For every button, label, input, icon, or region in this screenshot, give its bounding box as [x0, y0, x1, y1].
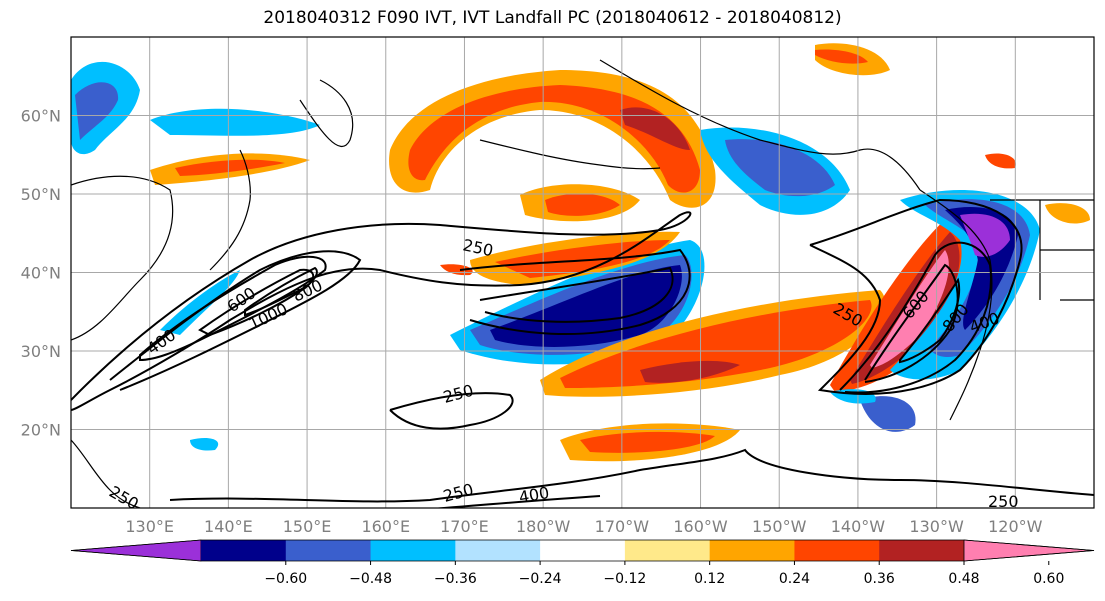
map-title: 2018040312 F090 IVT, IVT Landfall PC (20… [263, 8, 842, 28]
colorbar-segment [370, 540, 456, 561]
colorbar-segment [709, 540, 795, 561]
colorbar-tick-label: 0.36 [864, 571, 895, 587]
contour-600-west [139, 255, 327, 362]
longitude-label: 120°W [988, 517, 1043, 536]
coast-aleutians [479, 139, 661, 170]
longitude-label: 140°E [204, 517, 253, 536]
shade-south-red [560, 300, 872, 388]
contour-800-west [198, 268, 315, 337]
contour-label: 250 [461, 235, 495, 260]
latitude-label: 20°N [21, 421, 61, 440]
contour-250-ne [809, 198, 1023, 395]
ivt-contours [71, 198, 1094, 508]
colorbar-segment [624, 540, 711, 561]
contour-label: 250 [988, 492, 1019, 511]
colorbar-tick-label: −0.60 [264, 571, 307, 587]
longitude-label: 130°E [125, 517, 174, 536]
contour-1000-west [244, 266, 318, 317]
contour-250-main [71, 211, 692, 411]
colorbar-tick-label: −0.12 [603, 571, 646, 587]
contour-600-ar [479, 266, 674, 323]
colorbar-tick-label: 0.24 [779, 571, 810, 587]
contour-250-south [169, 448, 1094, 503]
contour-label: 250 [441, 480, 475, 506]
shade-navy-west [75, 82, 119, 140]
coast-kamchatka [299, 79, 354, 147]
shade-tiny-5 [1045, 203, 1090, 224]
coast-philippines [71, 439, 141, 508]
contour-400-ne [839, 241, 992, 394]
colorbar-tick-label: −0.36 [434, 571, 477, 587]
colorbar-segment [201, 540, 287, 561]
shade-south-dark [640, 360, 740, 383]
shade-aleut-red [545, 193, 620, 216]
colorbar-tick-label: 0.48 [948, 571, 979, 587]
shade-ne-pink [870, 250, 949, 368]
coast-na-west [919, 189, 993, 421]
shade-goa-royal [725, 139, 835, 197]
colorbar-extend-max [963, 539, 1095, 562]
shade-s-blue [860, 396, 916, 432]
contour-400-south [431, 495, 601, 508]
coastlines [71, 59, 1094, 508]
colorbar-segment [285, 540, 372, 561]
colorbar-tick-label: 0.12 [694, 571, 725, 587]
coast-us-states [1039, 200, 1094, 301]
contour-label: 250 [106, 482, 142, 514]
longitude-label: 130°W [909, 517, 964, 536]
shade-jp-blue-strip [160, 270, 240, 335]
longitude-label: 150°W [752, 517, 807, 536]
colorbar: −0.60 −0.48 −0.36 −0.24 −0.12 0.12 0.24 0.36 0.4… [70, 539, 1095, 587]
latitude-label: 60°N [21, 107, 61, 126]
colorbar-tick-label: 0.60 [1033, 571, 1064, 587]
contour-250-mid [389, 392, 514, 430]
longitude-labels: 130°E 140°E 150°E 160°E 170°E 180°W 170°W 160°W… [125, 517, 1042, 536]
longitude-label: 170°W [595, 517, 650, 536]
shade-sw-blue [190, 438, 219, 451]
latitude-label: 30°N [21, 342, 61, 361]
contour-label: 250 [441, 381, 475, 407]
colorbar-extend-min [70, 539, 202, 562]
longitude-label: 180°W [516, 517, 571, 536]
colorbar-segment [879, 540, 965, 561]
shade-red-jp [175, 159, 285, 176]
coast-asia [71, 175, 174, 341]
longitude-label: 160°E [361, 517, 410, 536]
coast-alaska [599, 59, 921, 191]
shade-hi-red [580, 431, 715, 453]
latitude-label: 50°N [21, 185, 61, 204]
latitude-labels: 20°N 30°N 40°N 50°N 60°N [21, 107, 61, 440]
longitude-label: 160°W [673, 517, 728, 536]
shade-blue-jp [150, 108, 320, 136]
colorbar-frame [70, 539, 1095, 562]
shade-tiny-3 [815, 49, 868, 64]
longitude-label: 140°W [831, 517, 886, 536]
colorbar-segment [540, 540, 626, 561]
contour-label: 400 [517, 483, 550, 507]
coast-japan [209, 149, 251, 271]
shade-tiny-4 [985, 153, 1016, 169]
longitude-label: 170°E [440, 517, 489, 536]
shade-arc-north-dark [620, 107, 690, 150]
colorbar-tick-label: −0.48 [349, 571, 392, 587]
contour-800-ne [899, 277, 961, 364]
latitude-label: 40°N [21, 264, 61, 283]
colorbar-segment [455, 540, 541, 561]
map-frame [70, 36, 1095, 509]
colorbar-segment [794, 540, 880, 561]
longitude-label: 150°E [283, 517, 332, 536]
shade-ar-red-top [495, 240, 670, 278]
contour-400-ar [459, 248, 691, 336]
colorbar-tick-label: −0.24 [519, 571, 562, 587]
